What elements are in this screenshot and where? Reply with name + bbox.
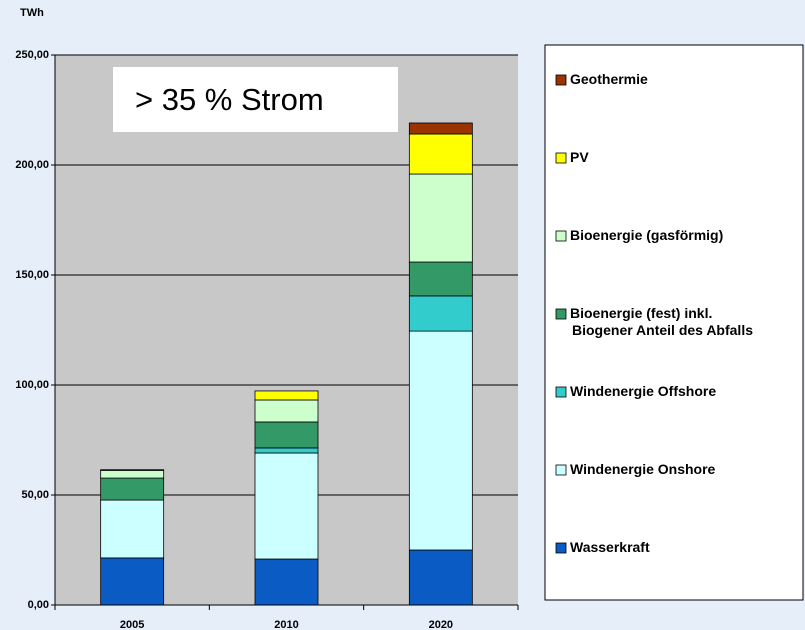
y-tick-label: 50,00 [21,489,49,501]
legend-swatch [555,74,567,86]
bar-segment [408,261,473,297]
legend-label: Geothermie [570,71,648,87]
bar-segment [254,447,319,454]
bar-segment [408,295,473,332]
x-tick-label: 2005 [120,619,144,630]
bar-segment [408,549,473,606]
legend-label: Wasserkraft [570,539,650,555]
bar-segment [408,173,473,263]
bar-segment [408,133,473,175]
bar-segment [254,390,319,401]
bar-segment [100,477,165,501]
legend-label: PV [570,149,589,165]
y-tick-label: 150,00 [15,269,49,281]
unit-label: TWh [20,7,44,19]
bar-segment [100,469,165,471]
annotation: > 35 % Strom [135,82,324,117]
bar-segment [100,557,165,606]
legend-label: Bioenergie (fest) inkl. Biogener Anteil d… [570,305,753,338]
y-tick-label: 250,00 [15,49,49,61]
bar-segment [100,469,165,479]
annotation-box [113,67,398,132]
legend-label: Windenergie Offshore [570,383,716,399]
bar-segment [408,122,473,135]
legend-box [544,44,804,601]
legend-swatch [555,464,567,476]
legend-swatch [555,386,567,398]
legend-swatch [555,308,567,320]
y-tick-label: 0,00 [28,599,49,611]
bar-segment [100,499,165,559]
y-tick-label: 100,00 [15,379,49,391]
bar-segment [254,421,319,449]
legend-label: Bioenergie (gasförmig) [570,227,723,243]
legend-swatch [555,542,567,554]
legend-label: Windenergie Onshore [570,461,716,477]
y-tick-label: 200,00 [15,159,49,171]
legend-swatch [555,230,567,242]
bar-segment [254,399,319,423]
bar-segment [254,558,319,606]
x-tick-label: 2020 [429,619,453,630]
bar-segment [408,330,473,551]
bar-segment [254,452,319,560]
legend-swatch [555,152,567,164]
x-tick-label: 2010 [274,619,298,630]
